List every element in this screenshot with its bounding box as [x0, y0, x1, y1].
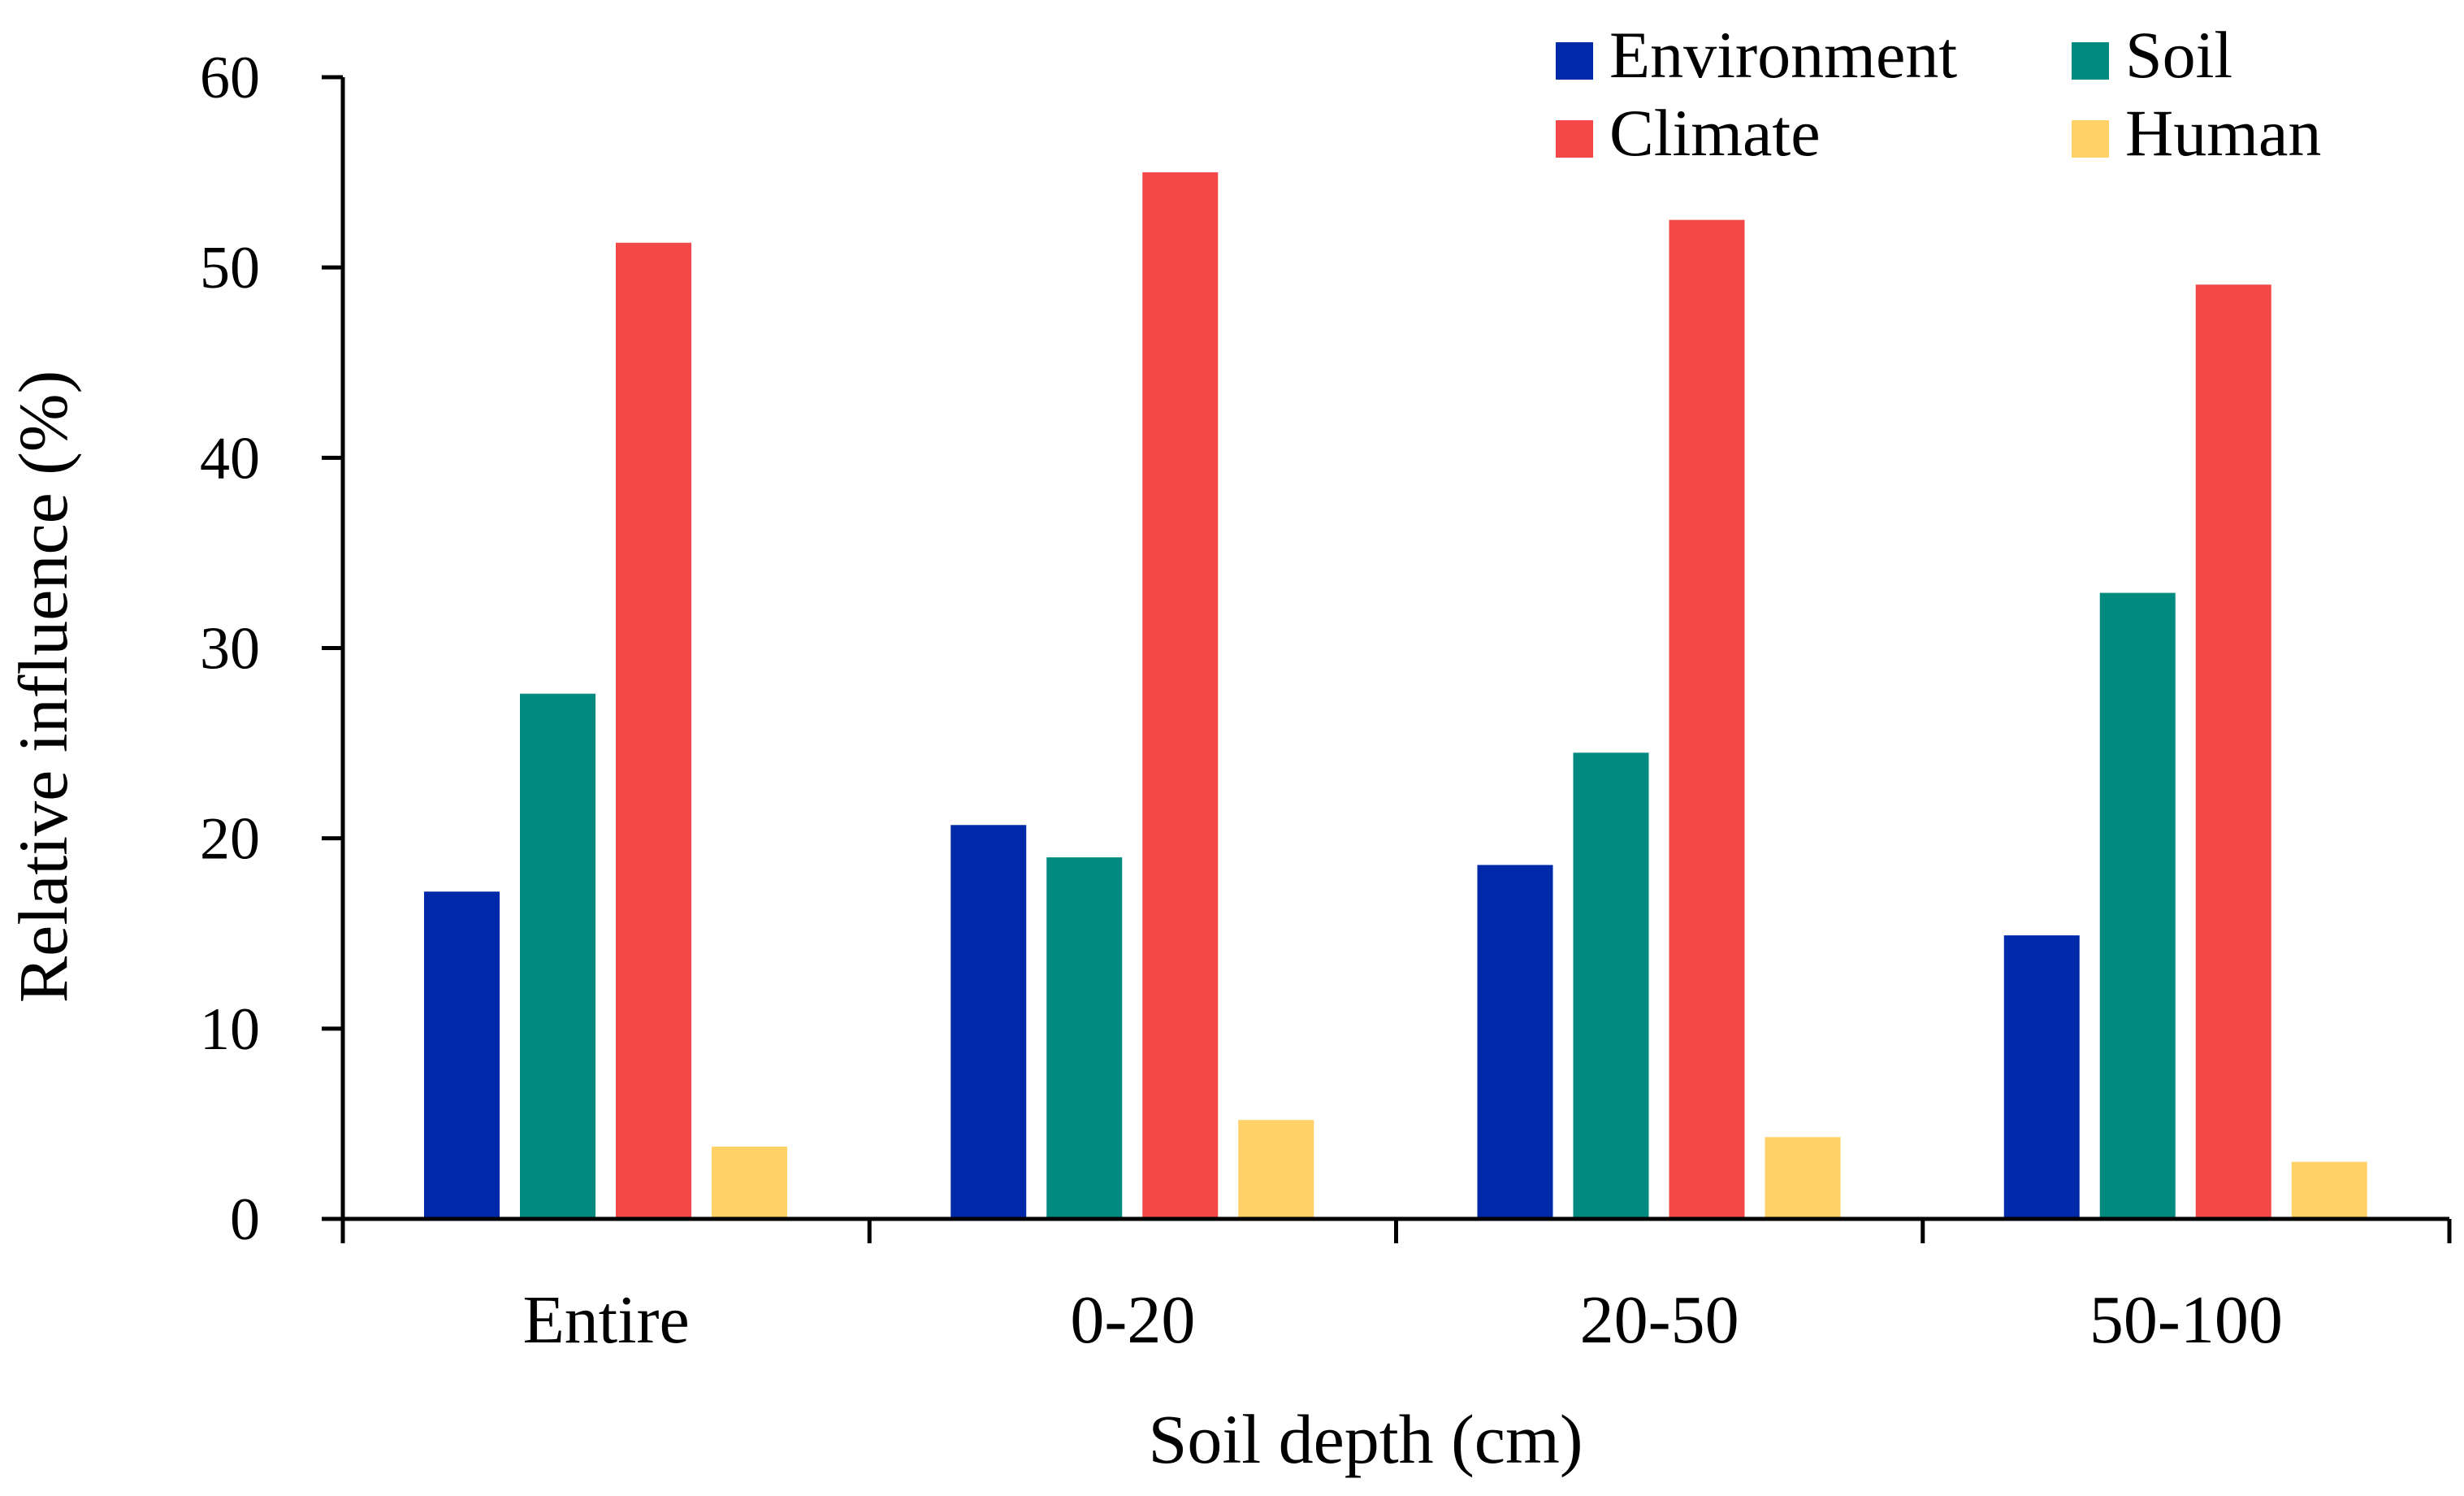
legend: Environment Soil Climate Human	[1556, 18, 2321, 170]
legend-swatch-environment	[1556, 42, 1593, 80]
bar-human-0-20	[1238, 1120, 1314, 1219]
x-categories-group: Entire 0-20 20-50 50-100	[523, 1282, 2283, 1358]
legend-swatch-human	[2072, 120, 2109, 158]
legend-swatch-climate	[1556, 120, 1593, 158]
y-ticks-group: 0 10 20 30 40 50 60	[200, 45, 343, 1253]
x-category-label: 50-100	[2089, 1282, 2283, 1358]
y-tick-label: 50	[200, 235, 260, 301]
bar-soil-50-100	[2099, 592, 2176, 1219]
y-axis-title: Relative influence (%)	[4, 371, 82, 1003]
legend-swatch-soil	[2072, 42, 2109, 80]
bar-climate-50-100	[2195, 284, 2271, 1219]
bar-soil-20-50	[1573, 752, 1649, 1219]
bar-climate-20-50	[1669, 219, 1745, 1219]
bar-soil-entire	[520, 693, 595, 1219]
x-category-label: 0-20	[1070, 1282, 1195, 1358]
x-category-label: Entire	[523, 1282, 690, 1358]
y-tick-label: 60	[200, 45, 260, 111]
x-axis-title: Soil depth (cm)	[1148, 1400, 1583, 1478]
bar-human-50-100	[2291, 1161, 2367, 1219]
bar-climate-entire	[616, 242, 691, 1220]
legend-label-soil: Soil	[2125, 18, 2232, 92]
bar-environment-0-20	[951, 825, 1027, 1219]
y-tick-label: 40	[200, 425, 260, 492]
y-tick-label: 0	[230, 1186, 260, 1253]
legend-label-human: Human	[2125, 96, 2321, 170]
bar-climate-0-20	[1142, 172, 1219, 1219]
bar-environment-20-50	[1477, 865, 1553, 1219]
legend-label-environment: Environment	[1609, 18, 1957, 92]
bar-environment-50-100	[2003, 935, 2080, 1219]
legend-label-climate: Climate	[1609, 96, 1821, 170]
x-category-label: 20-50	[1580, 1282, 1739, 1358]
y-tick-label: 10	[200, 996, 260, 1063]
y-tick-label: 20	[200, 806, 260, 873]
bar-human-20-50	[1765, 1137, 1841, 1219]
bar-soil-0-20	[1046, 857, 1123, 1219]
bar-human-entire	[712, 1147, 787, 1219]
y-tick-label: 30	[200, 616, 260, 683]
bar-environment-entire	[424, 891, 500, 1219]
bars-group	[424, 172, 2367, 1220]
